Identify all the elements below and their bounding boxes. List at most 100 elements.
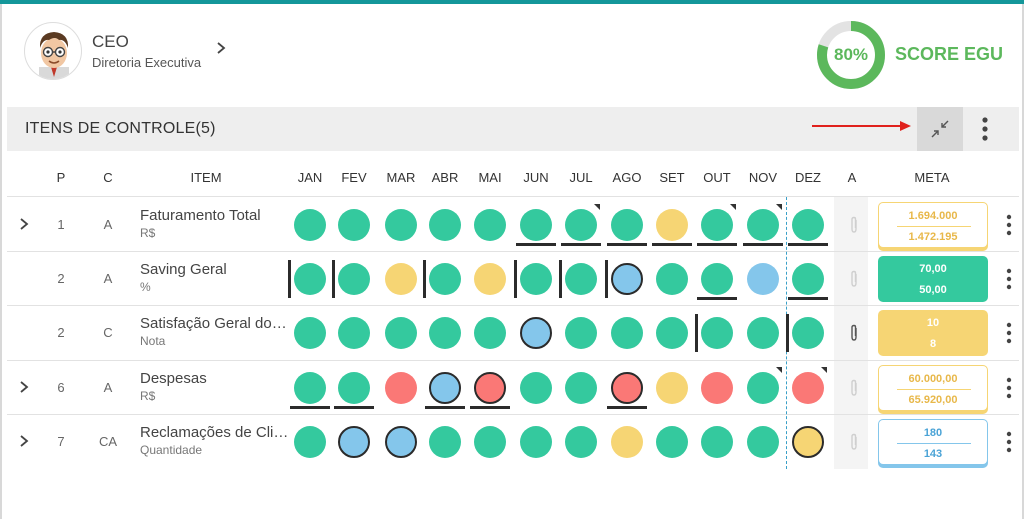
status-dot-ago[interactable] [611,263,643,295]
status-dot-fev[interactable] [338,317,370,349]
status-dot-fev[interactable] [338,209,370,241]
status-dot-nov[interactable] [747,209,779,241]
col-header-month-jun[interactable]: JUN [523,170,549,185]
status-dot-dez[interactable] [792,263,824,295]
status-dot-jan[interactable] [294,372,326,404]
col-header-month-jan[interactable]: JAN [297,170,323,185]
attachment-icon[interactable] [848,433,860,451]
item-name[interactable]: Despesas [140,370,207,387]
col-header-p[interactable]: P [56,170,66,185]
col-header-month-fev[interactable]: FEV [341,170,367,185]
item-name[interactable]: Saving Geral [140,261,227,278]
attachment-icon[interactable] [848,270,860,288]
status-dot-jan[interactable] [294,317,326,349]
status-dot-jul[interactable] [565,372,597,404]
status-dot-nov[interactable] [747,317,779,349]
col-header-month-dez[interactable]: DEZ [795,170,821,185]
status-dot-jan[interactable] [294,263,326,295]
meta-box[interactable]: 10 8 [878,310,988,356]
status-dot-nov[interactable] [747,426,779,458]
status-dot-set[interactable] [656,263,688,295]
col-header-month-out[interactable]: OUT [703,170,731,185]
status-dot-dez[interactable] [792,426,824,458]
status-dot-abr[interactable] [429,426,461,458]
col-header-month-nov[interactable]: NOV [748,170,778,185]
status-dot-mar[interactable] [385,209,417,241]
status-dot-jul[interactable] [565,426,597,458]
status-dot-mai[interactable] [474,426,506,458]
attachment-icon[interactable] [848,216,860,234]
col-header-item[interactable]: ITEM [190,170,222,185]
status-dot-mai[interactable] [474,372,506,404]
table-row[interactable]: 6 A Despesas R$ 60.000,00 65.920,00 [7,361,1019,415]
status-dot-jun[interactable] [520,263,552,295]
status-dot-jan[interactable] [294,209,326,241]
status-dot-ago[interactable] [611,372,643,404]
attachment-icon[interactable] [848,324,860,342]
table-row[interactable]: 1 A Faturamento Total R$ 1.694.000 1.472.195 [7,198,1019,252]
col-header-month-abr[interactable]: ABR [431,170,459,185]
status-dot-out[interactable] [701,372,733,404]
col-header-month-set[interactable]: SET [659,170,685,185]
row-more-icon[interactable] [1003,321,1015,345]
status-dot-mar[interactable] [385,426,417,458]
col-header-month-ago[interactable]: AGO [612,170,642,185]
status-dot-fev[interactable] [338,263,370,295]
status-dot-mar[interactable] [385,372,417,404]
expand-chevron-icon[interactable] [19,434,29,448]
status-dot-jul[interactable] [565,209,597,241]
status-dot-dez[interactable] [792,372,824,404]
table-row[interactable]: 2 C Satisfação Geral dos Clientes Nota 10 8 [7,306,1019,360]
status-dot-mar[interactable] [385,317,417,349]
col-header-meta[interactable]: META [914,170,950,185]
status-dot-jul[interactable] [565,263,597,295]
status-dot-abr[interactable] [429,263,461,295]
status-dot-fev[interactable] [338,372,370,404]
status-dot-mar[interactable] [385,263,417,295]
status-dot-ago[interactable] [611,209,643,241]
status-dot-dez[interactable] [792,209,824,241]
status-dot-out[interactable] [701,209,733,241]
col-header-a[interactable]: A [847,170,857,185]
status-dot-nov[interactable] [747,263,779,295]
status-dot-abr[interactable] [429,372,461,404]
col-header-month-jul[interactable]: JUL [569,170,593,185]
meta-box[interactable]: 180 143 [878,419,988,465]
panel-more-icon[interactable] [977,115,993,143]
item-name[interactable]: Reclamações de Clientes [140,424,290,441]
row-more-icon[interactable] [1003,267,1015,291]
status-dot-jun[interactable] [520,209,552,241]
row-more-icon[interactable] [1003,213,1015,237]
item-name[interactable]: Faturamento Total [140,207,261,224]
item-name[interactable]: Satisfação Geral dos Clientes [140,315,290,332]
col-header-c[interactable]: C [103,170,113,185]
col-header-month-mar[interactable]: MAR [386,170,416,185]
status-dot-fev[interactable] [338,426,370,458]
status-dot-dez[interactable] [792,317,824,349]
profile-block[interactable]: CEO Diretoria Executiva [24,22,227,80]
meta-box[interactable]: 60.000,00 65.920,00 [878,365,988,411]
status-dot-mai[interactable] [474,263,506,295]
status-dot-jun[interactable] [520,317,552,349]
status-dot-ago[interactable] [611,317,643,349]
row-more-icon[interactable] [1003,376,1015,400]
status-dot-mai[interactable] [474,209,506,241]
expand-chevron-icon[interactable] [19,380,29,394]
status-dot-jan[interactable] [294,426,326,458]
status-dot-abr[interactable] [429,317,461,349]
status-dot-out[interactable] [701,317,733,349]
status-dot-set[interactable] [656,372,688,404]
expand-chevron-icon[interactable] [19,217,29,231]
status-dot-ago[interactable] [611,426,643,458]
status-dot-jul[interactable] [565,317,597,349]
table-row[interactable]: 2 A Saving Geral% 70,00 50,00 [7,252,1019,306]
row-more-icon[interactable] [1003,430,1015,454]
status-dot-out[interactable] [701,426,733,458]
col-header-month-mai[interactable]: MAI [478,170,502,185]
attachment-icon[interactable] [848,379,860,397]
status-dot-set[interactable] [656,209,688,241]
meta-box[interactable]: 1.694.000 1.472.195 [878,202,988,248]
chevron-right-icon[interactable] [215,41,227,55]
status-dot-jun[interactable] [520,426,552,458]
